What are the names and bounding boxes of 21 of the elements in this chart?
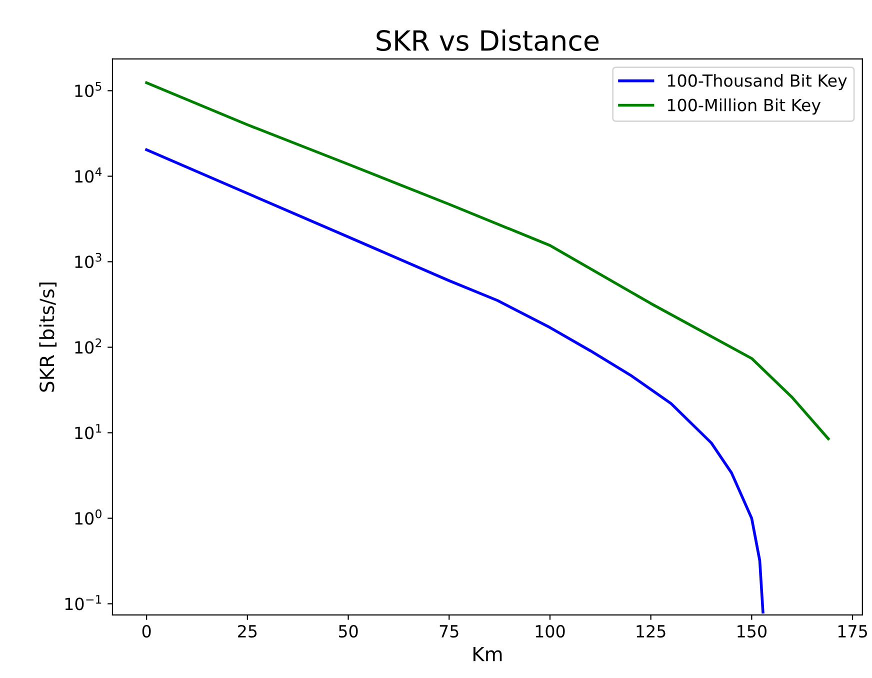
x-tick-label: 75 [440, 625, 458, 638]
chart-title: SKR vs Distance [376, 30, 599, 52]
y-tick-label: 10$^{5}$ [75, 82, 102, 98]
x-tick-label: 50 [338, 624, 358, 638]
legend-label: 100-Thousand Bit Key [668, 74, 847, 90]
y-tick-label: 10$^{1}$ [75, 424, 102, 440]
x-tick-label: 150 [738, 624, 766, 638]
x-tick-label: 125 [636, 624, 666, 638]
y-tick-label: 10$^{0}$ [75, 509, 102, 525]
x-tick-label: 0 [142, 624, 151, 638]
y-tick-label: 10$^{4}$ [75, 168, 102, 183]
legend-label: 100-Million Bit Key [668, 98, 821, 115]
y-tick-label: 10$^{−1}$ [65, 595, 102, 610]
y-axis-title: SKR [bits/s] [39, 282, 57, 392]
y-tick-label: 10$^{3}$ [75, 252, 102, 268]
line-series [145, 148, 764, 614]
x-tick-label: 100 [536, 624, 565, 638]
x-tick-label: 175 [838, 625, 867, 638]
x-tick-label: 25 [238, 624, 257, 638]
x-axis-title: Km [474, 646, 502, 662]
y-tick-label: 10$^{2}$ [75, 338, 102, 354]
